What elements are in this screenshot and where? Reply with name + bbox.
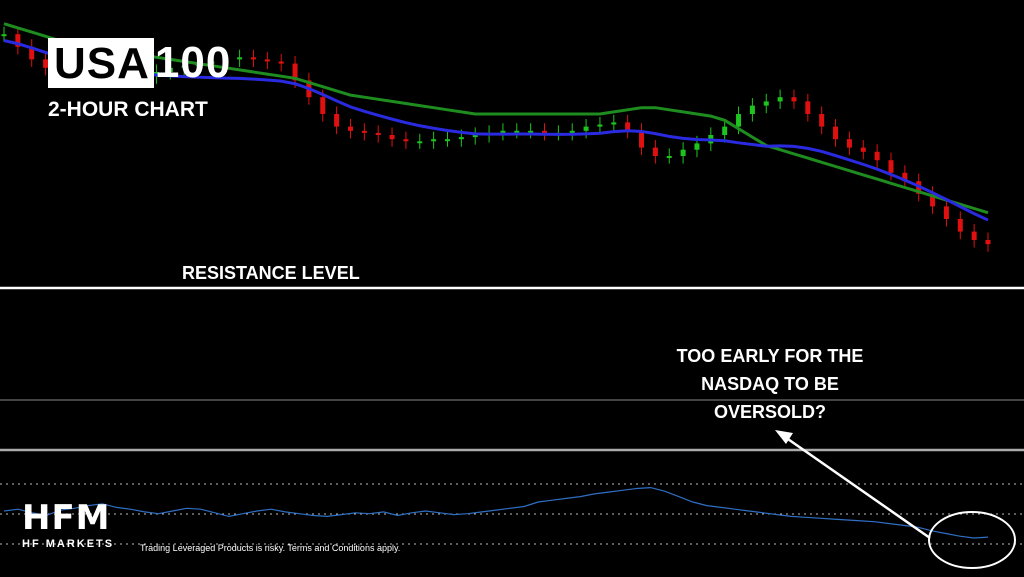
logo-subtitle: HF MARKETS	[22, 538, 115, 550]
hfm-logo: HFM HF MARKETS	[22, 500, 114, 550]
candle-body	[805, 101, 811, 114]
chart-title: USA 100	[48, 38, 231, 88]
candle-body	[791, 97, 797, 102]
resistance-label: RESISTANCE LEVEL	[182, 263, 360, 283]
candle-body	[375, 132, 381, 135]
candle-body	[15, 34, 21, 47]
candle-body	[292, 63, 298, 81]
candle-body	[652, 147, 658, 156]
candle-body	[985, 240, 991, 245]
candle-body	[736, 114, 742, 127]
candle-body	[514, 130, 520, 133]
annotation-line-1: TOO EARLY FOR THE	[676, 346, 864, 366]
logo-text: HFM	[22, 498, 111, 538]
candle-body	[528, 130, 534, 133]
candle-body	[860, 147, 866, 152]
candle-body	[361, 130, 367, 133]
candle-body	[458, 137, 464, 140]
candle-body	[542, 130, 548, 133]
candle-body	[472, 135, 478, 138]
candle-body	[209, 61, 215, 64]
candle-body	[431, 139, 437, 142]
candle-body	[639, 130, 645, 148]
title-highlight: USA	[48, 38, 154, 88]
candle-body	[43, 59, 49, 68]
candle-body	[320, 97, 326, 114]
candle-body	[500, 130, 506, 133]
candle-body	[167, 67, 173, 72]
oscillator-line	[3, 486, 989, 539]
candle-body	[749, 105, 755, 114]
candle-body	[444, 139, 450, 142]
candle-body	[666, 156, 672, 158]
candle-body	[1, 34, 7, 37]
candle-body	[943, 206, 949, 219]
title-rest: 100	[154, 38, 232, 87]
candle-body	[874, 151, 880, 161]
candle-body	[334, 114, 340, 127]
candle-body	[403, 139, 409, 142]
candle-body	[833, 126, 839, 140]
candle-body	[223, 59, 229, 62]
candle-body	[237, 57, 243, 60]
candle-body	[417, 141, 423, 144]
slow-moving-average-line	[3, 22, 989, 215]
candle-body	[625, 122, 631, 131]
candle-body	[694, 143, 700, 150]
candle-body	[971, 231, 977, 240]
candle-body	[347, 126, 353, 131]
candle-body	[597, 124, 603, 127]
candle-body	[846, 139, 852, 148]
candle-body	[763, 101, 769, 106]
annotation-arrowhead	[775, 430, 793, 444]
candle-body	[278, 61, 284, 64]
candle-body	[957, 219, 963, 232]
candle-body	[777, 97, 783, 102]
candle-body	[722, 126, 728, 135]
candle-body	[680, 149, 686, 156]
chart-subtitle: 2-HOUR CHART	[48, 98, 208, 121]
annotation-circle	[928, 511, 1016, 569]
candle-body	[930, 193, 936, 207]
candle-body	[181, 65, 187, 68]
annotation-question: TOO EARLY FOR THE NASDAQ TO BE OVERSOLD?	[640, 342, 900, 426]
annotation-line-2: NASDAQ TO BE	[701, 374, 839, 394]
candle-body	[611, 122, 617, 125]
risk-disclaimer: Trading Leveraged Products is risky. Ter…	[140, 543, 401, 553]
candle-body	[902, 172, 908, 182]
candle-body	[29, 46, 35, 60]
candle-body	[389, 135, 395, 140]
candle-body	[264, 59, 270, 62]
candle-body	[888, 160, 894, 173]
candle-body	[250, 57, 256, 60]
candle-body	[569, 130, 575, 133]
annotation-arrow-line	[784, 435, 931, 540]
fast-moving-average-line	[3, 39, 989, 222]
candle-body	[583, 126, 589, 131]
annotation-line-3: OVERSOLD?	[713, 402, 826, 422]
candle-body	[819, 114, 825, 127]
